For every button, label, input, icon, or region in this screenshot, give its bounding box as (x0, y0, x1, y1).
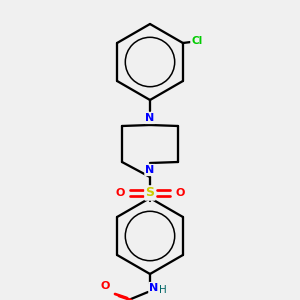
Text: O: O (175, 188, 185, 198)
Text: O: O (100, 281, 110, 291)
Text: N: N (146, 113, 154, 123)
Text: N: N (149, 283, 159, 293)
Text: O: O (115, 188, 125, 198)
Text: N: N (146, 165, 154, 175)
Text: S: S (146, 187, 154, 200)
Text: H: H (159, 285, 167, 295)
Text: Cl: Cl (191, 36, 203, 46)
